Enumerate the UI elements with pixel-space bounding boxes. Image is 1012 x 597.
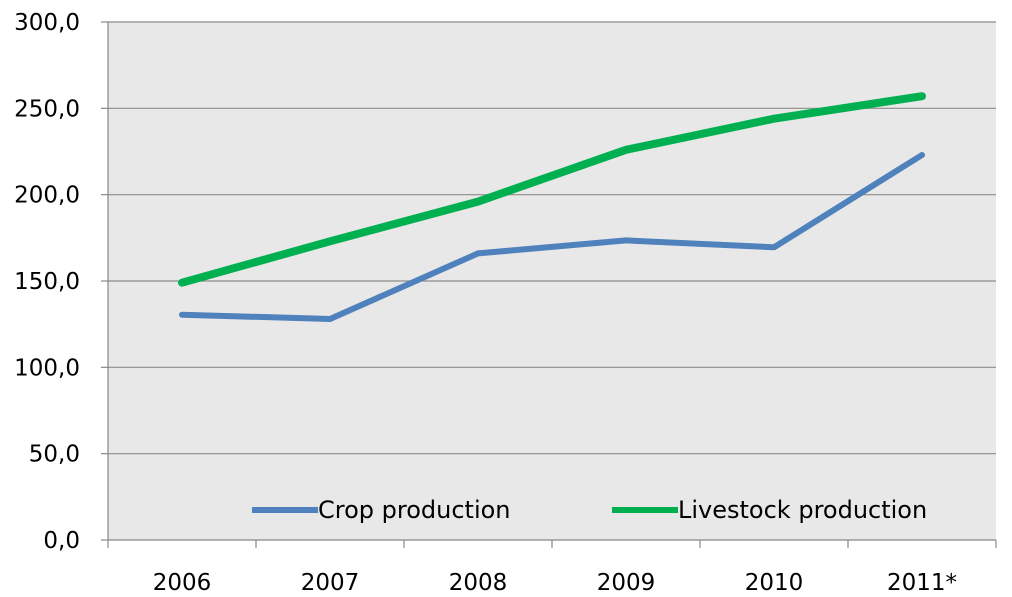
legend: Crop production Livestock production [252, 496, 927, 524]
series-line-0 [179, 152, 925, 322]
legend-label-crop: Crop production [318, 496, 511, 524]
y-tick-label: 100,0 [14, 355, 80, 381]
y-tick-label: 250,0 [14, 96, 80, 122]
x-tick-label: 2006 [153, 570, 212, 596]
x-tick-label: 2008 [449, 570, 508, 596]
y-axis-ticks: 0,0 50,0 100,0 150,0 200,0 250,0 300,0 [14, 10, 108, 554]
y-tick-label: 300,0 [14, 10, 80, 36]
series-line-1 [178, 92, 926, 287]
y-tick-label: 50,0 [29, 442, 80, 468]
gridlines [108, 21, 996, 455]
x-axis-ticks: 2006 2007 2008 2009 2010 2011* [107, 540, 997, 596]
x-tick-label: 2007 [301, 570, 360, 596]
x-tick-label: 2010 [745, 570, 804, 596]
series-lines [178, 92, 926, 322]
legend-label-livestock: Livestock production [678, 496, 927, 524]
y-tick-label: 150,0 [14, 269, 80, 295]
y-tick-label: 0,0 [43, 528, 80, 554]
x-tick-label: 2011* [887, 570, 957, 596]
x-tick-label: 2009 [597, 570, 656, 596]
y-tick-label: 200,0 [14, 183, 80, 209]
